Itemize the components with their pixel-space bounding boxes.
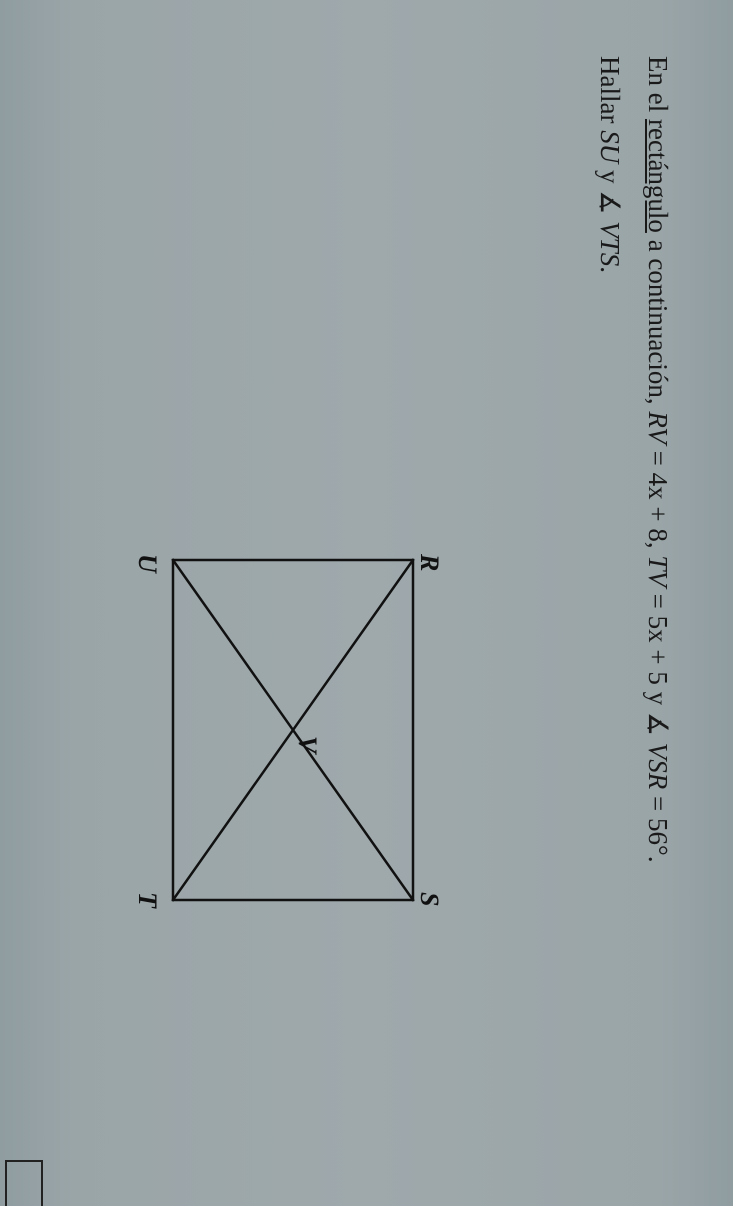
text: = 56°. bbox=[643, 789, 673, 862]
text: Hallar bbox=[595, 56, 625, 130]
rectangle-figure: R S T U V bbox=[113, 500, 473, 960]
problem-line-1: En el rectángulo a continuación, RV = 4x… bbox=[642, 56, 673, 863]
text: En el bbox=[643, 56, 673, 119]
vertex-label-R: R bbox=[415, 553, 444, 571]
var-VTS: VTS bbox=[595, 221, 625, 266]
text: = 4x + 8, bbox=[643, 444, 673, 555]
vertex-label-V: V bbox=[293, 736, 322, 756]
page-background: En el rectángulo a continuación, RV = 4x… bbox=[0, 0, 733, 1206]
problem-line-2: Hallar SU y ∡ VTS. bbox=[594, 56, 625, 273]
text: . bbox=[595, 266, 625, 273]
vertex-label-S: S bbox=[415, 892, 444, 906]
var-TV: TV bbox=[643, 555, 673, 587]
text: a continuación, bbox=[643, 233, 673, 411]
answer-input-box[interactable] bbox=[5, 1160, 43, 1206]
text: = 5x + 5 y ∡ bbox=[643, 587, 673, 743]
rectangle-svg: R S T U V bbox=[113, 500, 473, 960]
rectangle-link[interactable]: rectángulo bbox=[643, 119, 673, 233]
vertex-label-U: U bbox=[133, 554, 162, 574]
problem-rotated-container: En el rectángulo a continuación, RV = 4x… bbox=[0, 0, 733, 733]
text: y ∡ bbox=[595, 163, 625, 221]
var-SU: SU bbox=[595, 130, 625, 163]
var-VSR: VSR bbox=[643, 743, 673, 790]
vertex-label-T: T bbox=[133, 892, 162, 909]
var-RV: RV bbox=[643, 411, 673, 444]
